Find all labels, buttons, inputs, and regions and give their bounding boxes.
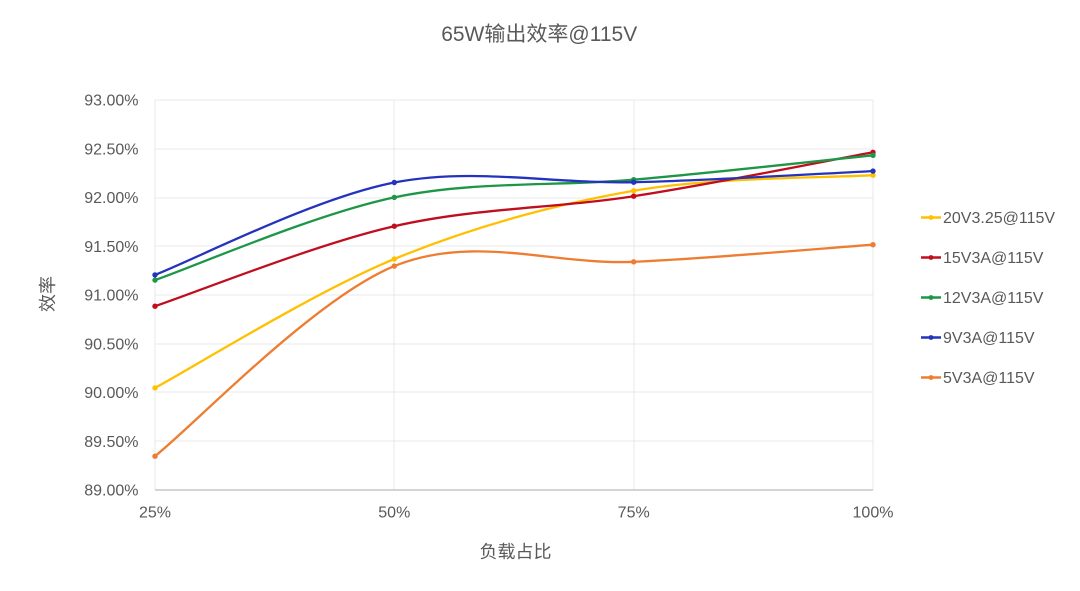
svg-text:91.50%: 91.50% (84, 239, 138, 256)
svg-text:89.50%: 89.50% (84, 434, 138, 451)
svg-text:75%: 75% (618, 505, 650, 522)
svg-text:5V3A@115V: 5V3A@115V (943, 370, 1035, 387)
svg-text:93.00%: 93.00% (84, 93, 138, 110)
svg-text:@115V: @115V (568, 23, 637, 46)
svg-text:92.50%: 92.50% (84, 141, 138, 158)
svg-text:65W: 65W (441, 23, 484, 46)
svg-text:90.50%: 90.50% (84, 336, 138, 353)
svg-text:91.00%: 91.00% (84, 288, 138, 305)
svg-text:100%: 100% (853, 505, 894, 522)
svg-text:25%: 25% (139, 505, 171, 522)
svg-text:12V3A@115V: 12V3A@115V (943, 290, 1044, 307)
svg-text:92.00%: 92.00% (84, 190, 138, 207)
svg-text:9V3A@115V: 9V3A@115V (943, 330, 1035, 347)
svg-text:20V3.25@115V: 20V3.25@115V (943, 210, 1055, 227)
svg-text:89.00%: 89.00% (84, 483, 138, 500)
svg-text:15V3A@115V: 15V3A@115V (943, 250, 1044, 267)
svg-text:50%: 50% (378, 505, 410, 522)
svg-text:90.00%: 90.00% (84, 385, 138, 402)
